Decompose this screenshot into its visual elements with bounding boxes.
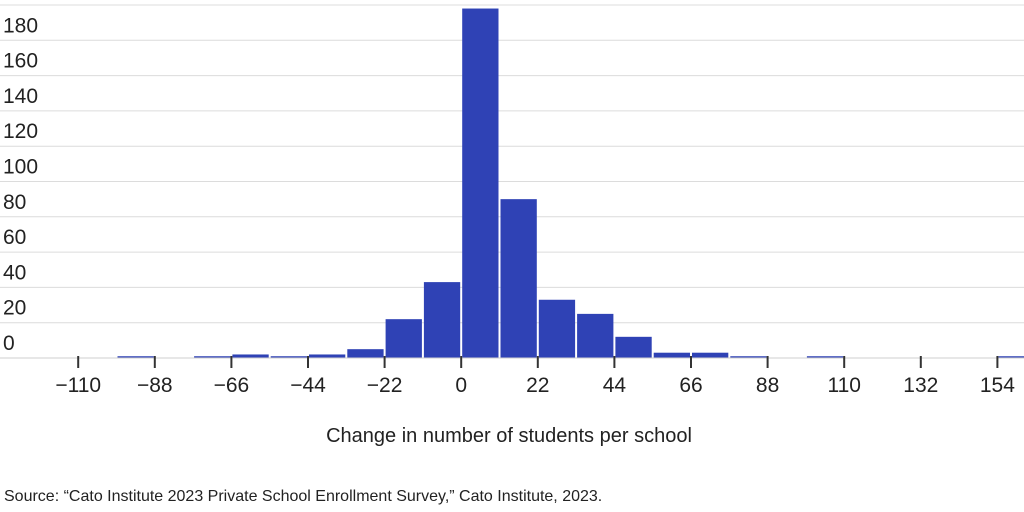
histogram-bar: [309, 354, 346, 358]
histogram-bar: [806, 356, 844, 358]
histogram-bar: [194, 356, 231, 358]
histogram-bar: [538, 299, 576, 358]
x-tick-label: 88: [756, 374, 779, 397]
histogram-bar: [998, 356, 1024, 358]
x-tick-label: 132: [903, 374, 938, 397]
histogram-bar: [653, 352, 690, 358]
histogram-bar: [462, 8, 499, 359]
x-tick-label: 66: [679, 374, 702, 397]
x-tick-label: −110: [55, 374, 101, 397]
y-tick-label: 40: [3, 261, 26, 284]
y-tick-label: 0: [3, 332, 15, 355]
histogram-bar: [385, 319, 422, 358]
bars: [117, 8, 1024, 359]
x-tick-label: 110: [827, 374, 860, 397]
y-tick-label: 180: [3, 14, 38, 37]
y-tick-label: 20: [3, 297, 26, 320]
histogram-bar: [347, 349, 384, 358]
x-tick-label: 154: [980, 374, 1015, 397]
y-tick-label: 80: [3, 191, 26, 214]
source-note: Source: “Cato Institute 2023 Private Sch…: [4, 488, 602, 505]
y-axis-tick-labels: 0 20 40 60 80 100 120 140 160 180: [3, 14, 38, 355]
histogram-bar: [117, 356, 154, 358]
y-tick-label: 60: [3, 226, 26, 249]
histogram-bar: [615, 336, 652, 358]
y-tick-label: 140: [3, 85, 38, 108]
histogram-bar: [500, 199, 537, 358]
x-tick-label: −88: [137, 374, 173, 397]
y-tick-label: 160: [3, 50, 38, 73]
histogram-bar: [577, 313, 614, 358]
histogram-bar: [691, 352, 729, 358]
histogram-bar: [423, 282, 461, 358]
y-gridlines: [0, 4, 1024, 324]
x-tick-label: 22: [526, 374, 549, 397]
x-axis-ticks: −110 −88 −66 −44 −22 0 22 44 66 88 110 132 154: [55, 356, 1015, 397]
histogram-bar: [270, 356, 308, 358]
x-tick-label: −44: [290, 374, 326, 397]
y-tick-label: 120: [3, 120, 38, 143]
x-tick-label: 0: [455, 374, 467, 397]
histogram-bar: [730, 356, 767, 358]
y-tick-label: 100: [3, 156, 38, 179]
histogram-bar: [232, 354, 269, 358]
x-tick-label: −66: [214, 374, 250, 397]
x-tick-label: −22: [367, 374, 403, 397]
x-tick-label: 44: [603, 374, 627, 397]
x-axis-title: Change in number of students per school: [326, 425, 692, 447]
